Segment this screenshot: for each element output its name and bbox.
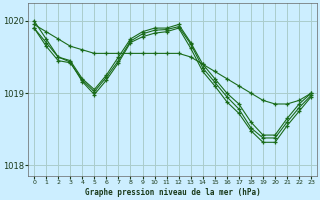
X-axis label: Graphe pression niveau de la mer (hPa): Graphe pression niveau de la mer (hPa)	[85, 188, 260, 197]
